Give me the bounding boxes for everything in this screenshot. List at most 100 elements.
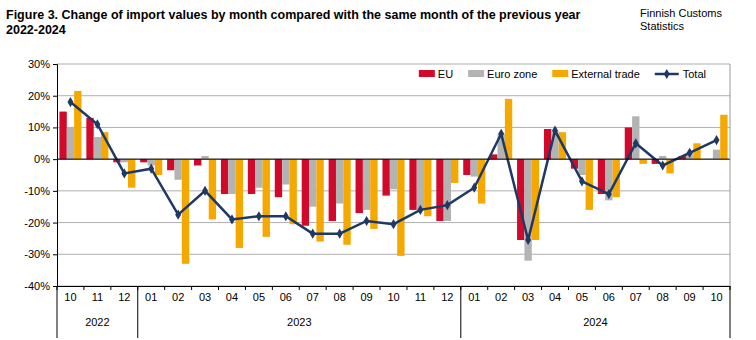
marker [525,235,531,245]
separator [541,286,542,290]
marker [633,138,639,148]
grid-line [57,159,730,160]
bar [451,159,458,183]
marker [310,229,316,239]
axis-line [58,286,731,287]
bar [605,159,612,200]
marker [148,164,154,174]
marker [552,126,558,136]
marker [175,210,181,220]
tick-label: 06 [280,291,292,303]
tick-label: -10% [24,185,50,197]
bar [59,112,66,160]
bar [255,159,262,188]
tick: 30% [28,58,57,70]
legend-label: EU [438,68,453,80]
separator [245,286,246,290]
bar [221,159,228,194]
tick: 03 [522,286,534,303]
bar [409,159,416,210]
tick: 08 [334,286,346,303]
separator [83,286,84,290]
tick-label: 20% [28,90,50,102]
legend-label: Euro zone [487,68,537,80]
bar [167,159,174,170]
bar [236,159,243,248]
separator [272,286,273,290]
bar [463,159,470,175]
bar [275,159,282,197]
tick-mark [53,254,57,255]
zero-line [57,159,730,160]
legend: EU Euro zone External trade Total [419,68,706,80]
tick: 06 [603,286,615,303]
tick-label: 12 [441,291,453,303]
tick-label: 03 [199,291,211,303]
bar [363,159,370,210]
bar [370,159,377,229]
tick-label: 05 [576,291,588,303]
tick: 02 [172,286,184,303]
tick-mark [53,286,57,287]
text-line: Statistics [640,20,685,32]
bar [228,159,235,194]
tick-label: -20% [24,217,50,229]
tick: 10 [64,286,76,303]
bar [248,159,255,194]
marker [283,211,289,221]
tick-label: 09 [360,291,372,303]
tick: 12 [118,286,130,303]
tick-label: 09 [683,291,695,303]
marker [256,211,262,221]
tick: 01 [145,286,157,303]
bar [282,159,289,184]
grid-line [57,254,730,255]
legend-swatch [419,70,435,77]
bar [67,127,74,159]
separator [218,286,219,290]
tick: 01 [468,286,480,303]
tick-label: 12 [118,291,130,303]
group-separator [137,286,138,338]
bar [174,159,181,180]
bar [713,150,720,160]
marker [229,214,235,224]
tick: 10% [28,121,57,133]
source: Finnish CustomsStatistics [640,7,722,32]
tick-label: 05 [253,291,265,303]
separator [514,286,515,290]
tick-label: 0% [34,153,50,165]
marker [687,148,693,158]
tick: -30% [24,248,57,260]
tick: 11 [415,286,426,303]
separator [164,286,165,290]
marker [391,219,397,229]
tick: -20% [24,217,57,229]
tick-mark [53,127,57,128]
legend-label: External trade [571,68,639,80]
marker [364,216,370,226]
line [70,102,716,240]
group-label: 2024 [583,316,607,328]
separator [406,286,407,290]
tick: 10 [387,286,399,303]
bar [86,118,93,159]
tick: 05 [576,286,588,303]
separator [676,286,677,290]
tick-label: 01 [145,291,157,303]
bar [209,159,216,219]
bar [155,159,162,175]
marker [94,119,100,129]
bar [639,159,646,164]
separator [191,286,192,290]
separator [380,286,381,290]
tick-label: 01 [468,291,480,303]
bar [417,159,424,210]
legend-swatch [552,70,568,77]
legend-label: Total [683,68,706,80]
bar-series [74,91,727,264]
tick-label: 07 [307,291,319,303]
separator [326,286,327,290]
tick-label: 04 [549,291,561,303]
tick-label: -30% [24,248,50,260]
